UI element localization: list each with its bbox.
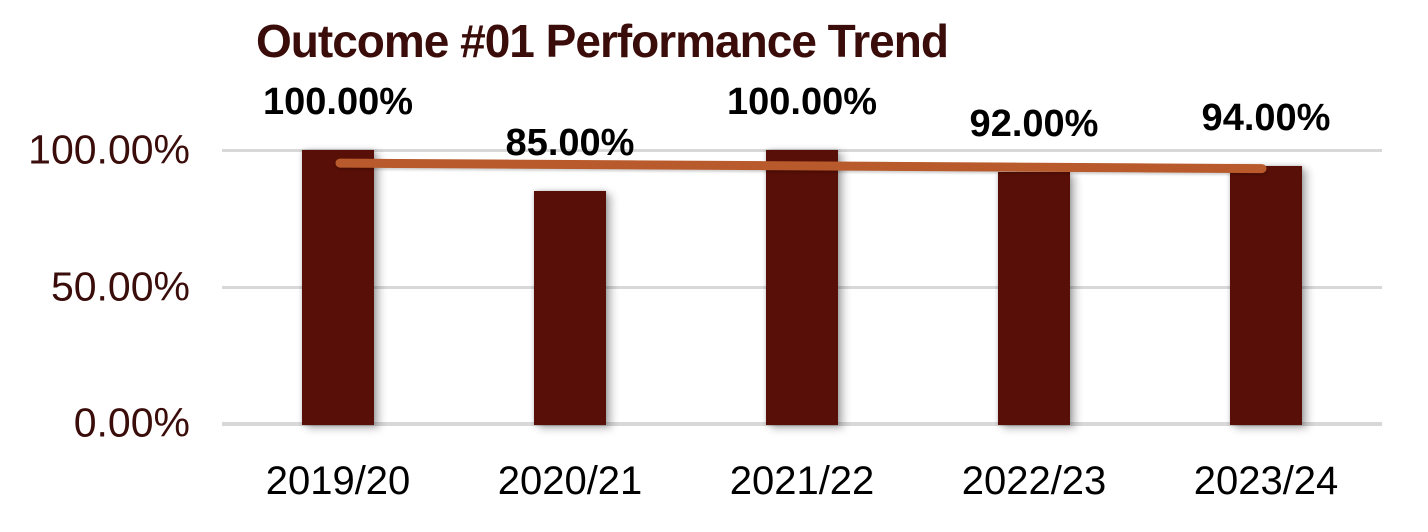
bar-2020-21 (534, 190, 606, 425)
bar-data-label: 100.00% (726, 81, 878, 123)
chart-title: Outcome #01 Performance Trend (256, 15, 949, 67)
bar-2021-22 (766, 150, 838, 425)
bar-2019-20 (302, 150, 374, 425)
bar-2023-24 (1230, 166, 1302, 425)
y-axis-label: 50.00% (50, 263, 190, 309)
bar-data-label: 85.00% (505, 121, 635, 164)
bar-data-label: 92.00% (969, 102, 1099, 145)
bar-2022-23 (998, 171, 1070, 425)
x-axis-label: 2020/21 (497, 459, 643, 503)
x-axis-label: 2022/23 (961, 459, 1107, 503)
x-axis-label: 2019/20 (265, 459, 411, 503)
x-axis-label: 2021/22 (729, 459, 875, 503)
y-axis-label: 100.00% (28, 126, 190, 173)
y-axis-label: 0.00% (73, 399, 190, 446)
bar-data-label: 94.00% (1201, 97, 1331, 140)
x-axis-label: 2023/24 (1193, 459, 1339, 503)
bar-data-label: 100.00% (262, 81, 414, 123)
